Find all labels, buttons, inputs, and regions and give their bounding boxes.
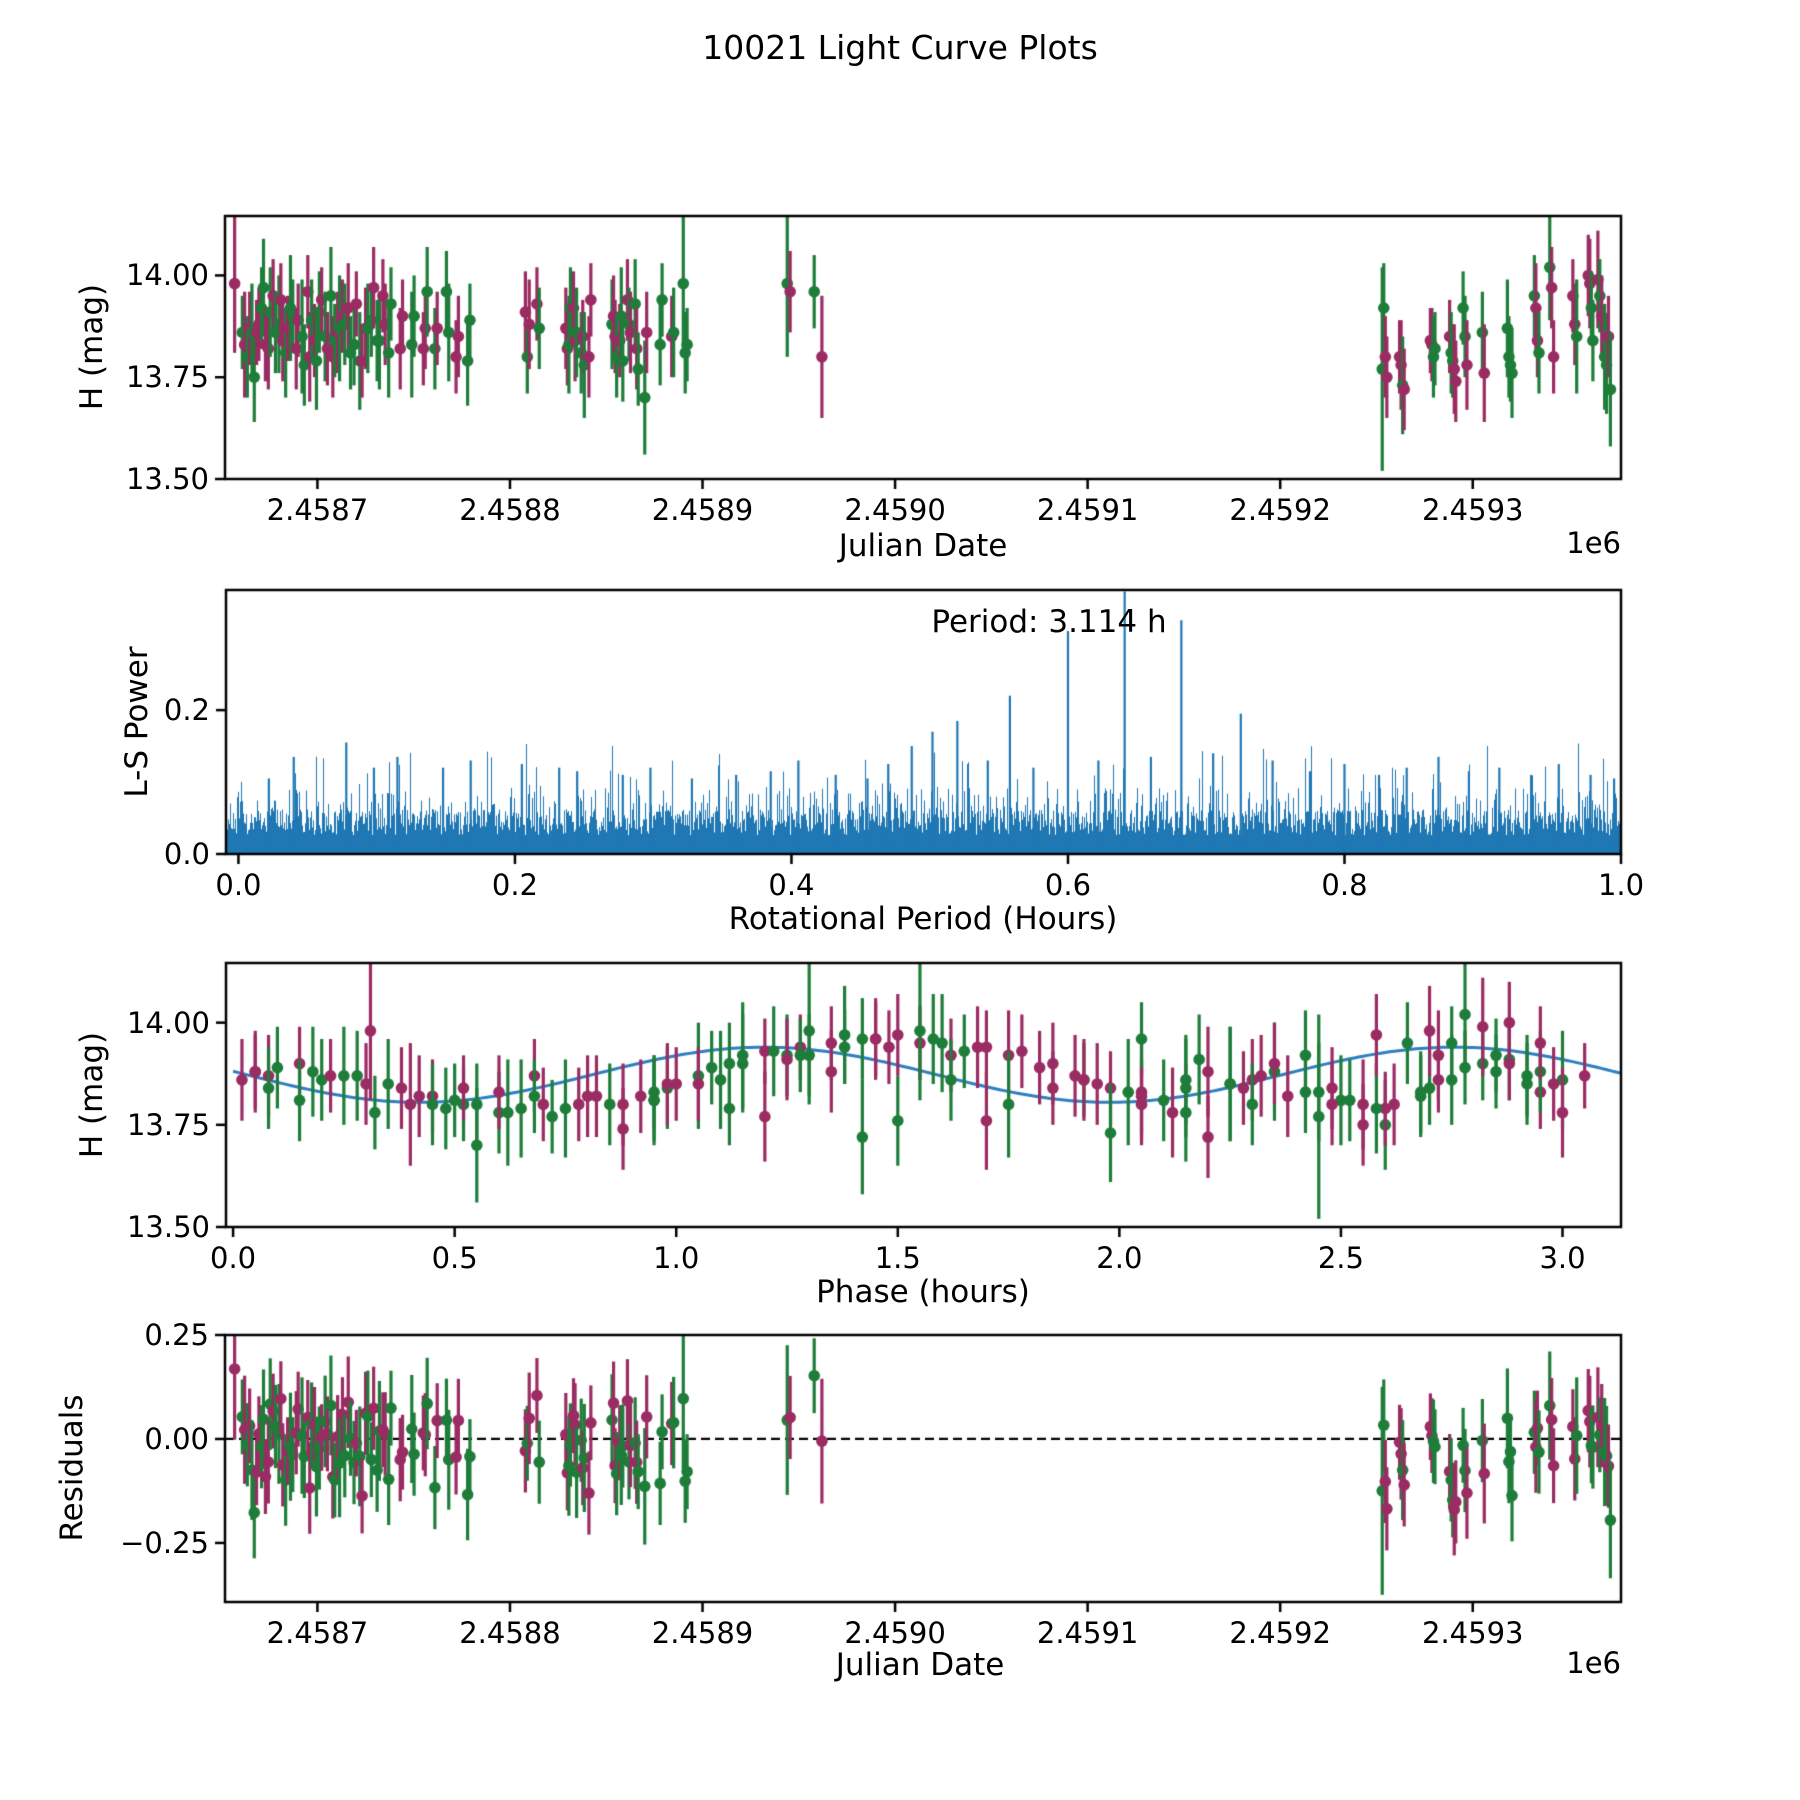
y-tick-label: 13.75 [125, 360, 209, 395]
jd-plot-xlabel: Julian Date [838, 528, 1008, 564]
jd-plot-axis-offset: 1e6 [1566, 526, 1621, 560]
y-tick-label: 14.00 [125, 258, 209, 293]
y-tick-label: 0.0 [163, 837, 210, 871]
period-annotation: Period: 3.114 h [931, 604, 1167, 640]
x-tick-label: 2.4591 [1036, 493, 1139, 527]
x-tick-label: 2.4587 [266, 493, 369, 527]
x-tick-label: 1.0 [1597, 868, 1645, 902]
x-tick-label: 1.5 [874, 1241, 921, 1275]
y-tick-label: 0.25 [144, 1318, 209, 1352]
y-tick-label: 14.00 [126, 1005, 210, 1040]
x-tick-label: 2.4588 [459, 1616, 561, 1650]
x-tick-label: 2.4591 [1036, 1616, 1139, 1650]
x-tick-label: 0.6 [1044, 868, 1092, 902]
periodogram-ylabel: L-S Power [119, 646, 155, 798]
phase-plot-xlabel: Phase (hours) [816, 1274, 1030, 1310]
x-tick-label: 2.4588 [459, 493, 561, 527]
y-tick-label: 0.2 [163, 693, 210, 728]
figure-title: 10021 Light Curve Plots [702, 28, 1098, 67]
phase-plot-ylabel: H (mag) [74, 1031, 110, 1159]
x-tick-label: 0.5 [431, 1241, 478, 1275]
x-tick-label: 2.4593 [1421, 493, 1524, 527]
x-tick-label: 2.4589 [651, 493, 754, 527]
x-tick-label: 2.0 [1096, 1241, 1143, 1275]
y-tick-label: 13.50 [125, 462, 209, 496]
x-tick-label: 2.4587 [266, 1616, 369, 1650]
x-tick-label: 2.4589 [651, 1616, 754, 1650]
periodogram-xlabel: Rotational Period (Hours) [728, 901, 1118, 937]
x-tick-label: 3.0 [1539, 1241, 1586, 1275]
y-tick-label: 13.75 [126, 1107, 210, 1142]
jd-plot-ylabel: H (mag) [74, 283, 110, 411]
residuals-plot-xlabel: Julian Date [835, 1647, 1005, 1683]
y-tick-label: −0.25 [120, 1525, 209, 1560]
x-tick-label: 0.0 [215, 868, 262, 902]
y-tick-label: 0.00 [144, 1421, 209, 1456]
x-tick-label: 2.4592 [1229, 1616, 1331, 1650]
x-tick-label: 2.4590 [844, 1616, 946, 1650]
x-tick-label: 0.2 [491, 868, 539, 902]
residuals-plot-ylabel: Residuals [54, 1394, 90, 1542]
x-tick-label: 0.4 [768, 868, 815, 902]
x-tick-label: 1.0 [653, 1241, 700, 1275]
x-tick-label: 0.0 [210, 1241, 257, 1275]
x-tick-label: 0.8 [1321, 868, 1368, 902]
residuals-plot-axis-offset: 1e6 [1566, 1646, 1621, 1680]
x-tick-label: 2.4590 [844, 493, 946, 527]
y-tick-label: 13.50 [126, 1210, 210, 1244]
x-tick-label: 2.5 [1317, 1241, 1364, 1275]
x-tick-label: 2.4592 [1229, 493, 1331, 527]
x-tick-label: 2.4593 [1421, 1616, 1524, 1650]
